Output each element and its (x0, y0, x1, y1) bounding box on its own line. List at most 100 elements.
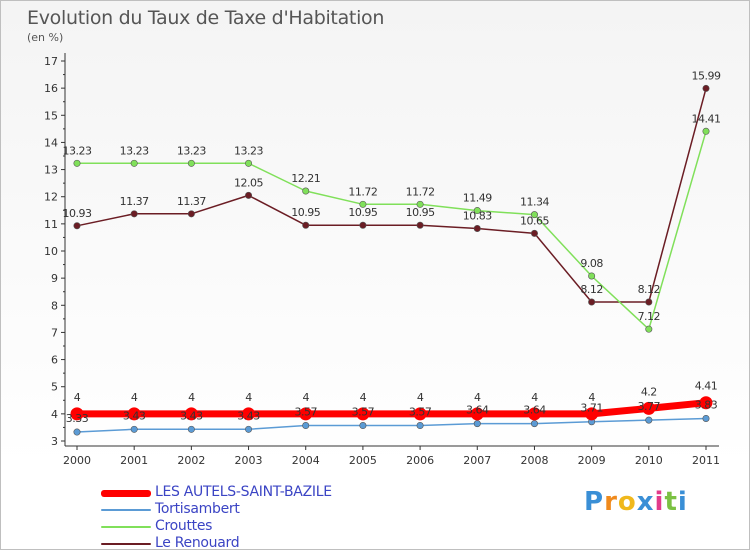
data-point (530, 420, 538, 428)
logo-letter: i (654, 487, 665, 517)
y-tick-label: 8 (51, 299, 58, 312)
data-label: 3.43 (237, 409, 260, 422)
data-point (245, 191, 253, 199)
data-point (302, 187, 310, 195)
x-tick-label: 2005 (349, 454, 377, 467)
legend-label: Crouttes (155, 518, 213, 534)
y-tick-label: 12 (44, 191, 58, 204)
data-point (645, 298, 653, 306)
data-point (302, 221, 310, 229)
data-label: 11.49 (463, 192, 492, 205)
data-point (359, 200, 367, 208)
data-label: 9.08 (580, 257, 603, 270)
series-line-1 (76, 417, 707, 433)
data-label: 3.43 (123, 409, 146, 422)
data-point (184, 407, 198, 421)
legend-swatch (101, 490, 151, 497)
legend-swatch (101, 543, 151, 545)
series-line-0 (73, 399, 710, 418)
data-label: 13.23 (234, 144, 263, 157)
data-label: 4.41 (695, 380, 718, 393)
data-point (242, 407, 256, 421)
logo-letter: x (636, 487, 655, 517)
legend-label: LES AUTELS-SAINT-BAZILE (155, 484, 332, 500)
data-point (413, 407, 427, 421)
data-point (645, 325, 653, 333)
x-tick-label: 2007 (463, 454, 491, 467)
data-point (585, 407, 599, 421)
data-point (702, 127, 710, 135)
data-label: 11.37 (177, 195, 206, 208)
legend-swatch (101, 509, 151, 511)
legend-swatch (101, 526, 151, 528)
data-label: 3.64 (523, 404, 546, 417)
data-label: 12.05 (234, 176, 263, 189)
y-tick-label: 7 (51, 326, 58, 339)
data-label: 12.21 (291, 172, 320, 185)
x-tick-label: 2003 (235, 454, 263, 467)
data-label: 10.95 (406, 206, 435, 219)
data-label: 4 (188, 391, 195, 404)
data-point (359, 221, 367, 229)
y-tick-label: 9 (51, 272, 58, 285)
data-point (416, 200, 424, 208)
data-point (127, 407, 141, 421)
data-label: 3.57 (294, 406, 317, 419)
data-label: 4 (360, 391, 367, 404)
data-point (416, 221, 424, 229)
data-label: 3.77 (638, 400, 661, 413)
x-tick-label: 2002 (177, 454, 205, 467)
logo-letter: r (604, 487, 618, 517)
data-point (73, 159, 81, 167)
data-label: 3.33 (66, 412, 89, 425)
data-point (527, 407, 541, 421)
data-point (130, 210, 138, 218)
x-tick-label: 2000 (63, 454, 91, 467)
data-point (416, 422, 424, 430)
legend-label: Le Renouard (155, 535, 240, 551)
y-tick-label: 17 (44, 55, 58, 68)
y-tick-label: 5 (51, 381, 58, 394)
data-label: 4 (245, 391, 252, 404)
data-point (302, 422, 310, 430)
data-point (130, 159, 138, 167)
data-point (702, 84, 710, 92)
data-label: 8.12 (580, 283, 603, 296)
data-point (70, 407, 84, 421)
data-point (588, 298, 596, 306)
series-line-2 (76, 130, 707, 330)
data-point (187, 425, 195, 433)
data-label: 11.72 (348, 185, 377, 198)
data-label: 3.83 (695, 398, 718, 411)
logo-letter: o (617, 487, 637, 517)
y-tick-label: 10 (44, 245, 58, 258)
data-label: 3.57 (409, 406, 432, 419)
x-tick-label: 2006 (406, 454, 434, 467)
data-label: 3.57 (352, 406, 375, 419)
data-label: 7.12 (638, 310, 661, 323)
data-label: 13.23 (120, 144, 149, 157)
data-label: 14.41 (692, 112, 721, 125)
data-point (473, 420, 481, 428)
data-label: 10.93 (63, 207, 92, 220)
data-point (473, 224, 481, 232)
data-point (130, 425, 138, 433)
data-label: 4 (302, 391, 309, 404)
data-label: 13.23 (177, 144, 206, 157)
data-point (73, 222, 81, 230)
data-point (245, 425, 253, 433)
data-label: 8.12 (638, 283, 661, 296)
chart-title: Evolution du Taux de Taxe d'Habitation (27, 7, 385, 29)
data-label: 4 (131, 391, 138, 404)
data-label: 11.72 (406, 185, 435, 198)
data-point (530, 211, 538, 219)
data-point (187, 159, 195, 167)
data-point (299, 407, 313, 421)
data-label: 4 (417, 391, 424, 404)
x-tick-label: 2001 (120, 454, 148, 467)
series-line-3 (76, 87, 707, 303)
data-point (473, 207, 481, 215)
data-point (73, 428, 81, 436)
x-tick-label: 2008 (520, 454, 548, 467)
